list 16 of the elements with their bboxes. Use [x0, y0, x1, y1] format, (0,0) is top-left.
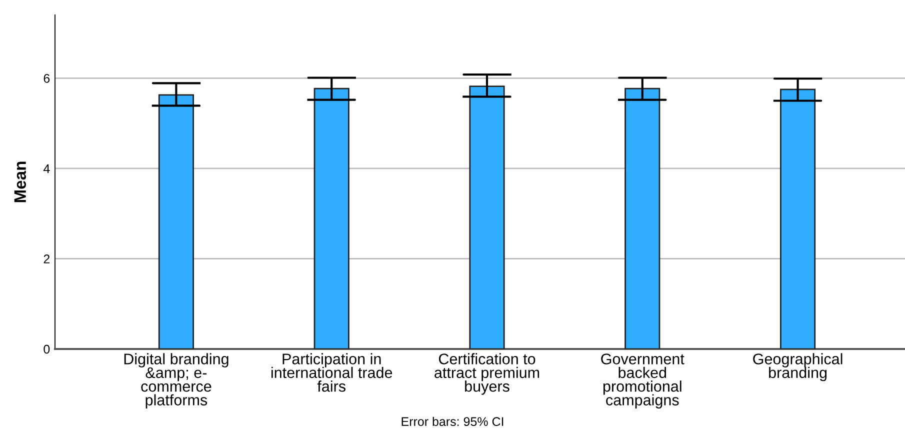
x-tick-label: Geographical branding — [753, 353, 842, 382]
y-tick-label: 6 — [44, 74, 50, 83]
bar — [780, 88, 816, 349]
bar — [624, 88, 660, 349]
bar — [469, 86, 505, 349]
y-tick-label: 2 — [44, 254, 50, 264]
bar — [314, 88, 350, 349]
x-tick-label: Government backed promotional campaigns — [601, 354, 684, 408]
bar — [158, 94, 194, 349]
text: Error bars: 95% CI — [402, 416, 504, 426]
y-tick-label: 0 — [44, 344, 50, 354]
y-axis-title: Mean — [14, 162, 26, 202]
y-tick-label: 4 — [43, 164, 50, 173]
x-tick-label: Participation in international trade fairs — [271, 353, 392, 392]
x-tick-label: Certification to attract premium buyers — [434, 353, 540, 395]
x-tick-label: Digital branding &amp; e- commerce platforms — [124, 353, 228, 408]
